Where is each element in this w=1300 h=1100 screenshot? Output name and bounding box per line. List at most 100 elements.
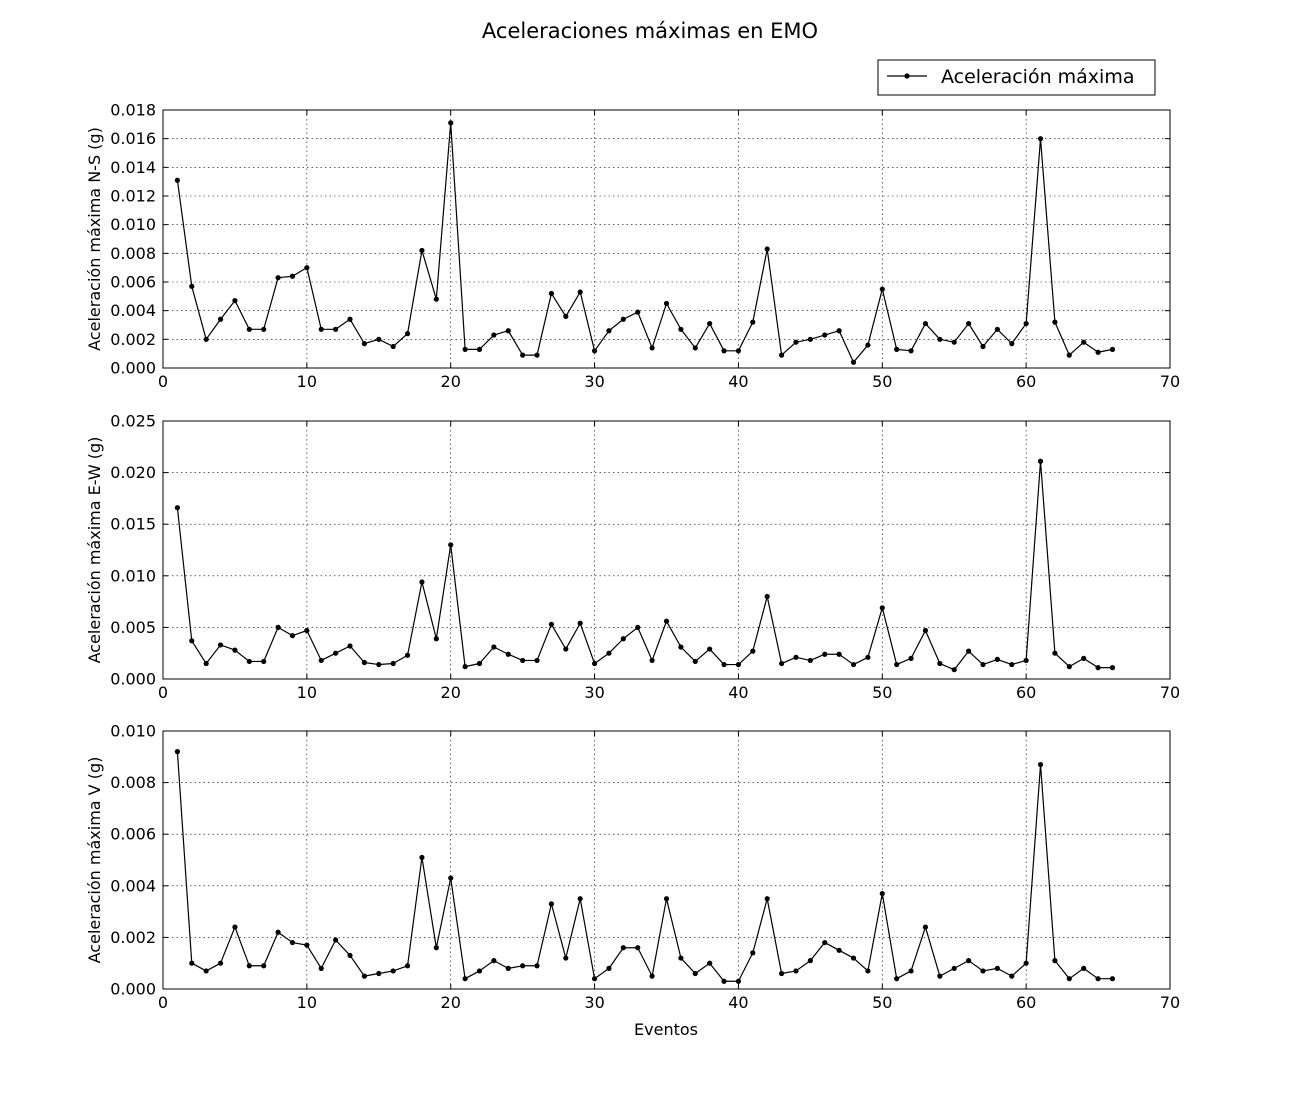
data-point bbox=[462, 664, 468, 670]
y-tick-label: 0.015 bbox=[110, 515, 156, 534]
x-tick-label: 70 bbox=[1160, 372, 1180, 391]
data-point bbox=[476, 968, 483, 974]
data-point bbox=[404, 331, 411, 337]
data-point bbox=[793, 968, 799, 974]
data-point bbox=[850, 955, 857, 961]
data-point bbox=[347, 952, 353, 959]
data-point bbox=[462, 346, 468, 352]
data-point bbox=[491, 644, 497, 650]
data-point bbox=[203, 336, 209, 342]
data-point bbox=[390, 343, 396, 350]
x-tick-label: 0 bbox=[158, 683, 168, 702]
data-point bbox=[692, 345, 698, 351]
x-tick-label: 50 bbox=[872, 683, 892, 702]
data-point bbox=[764, 593, 770, 600]
data-point bbox=[807, 336, 813, 342]
x-tick-label: 0 bbox=[158, 372, 168, 391]
data-point bbox=[404, 652, 411, 658]
data-point bbox=[980, 661, 986, 668]
data-point bbox=[1023, 320, 1029, 327]
data-point bbox=[707, 646, 713, 652]
data-point bbox=[333, 326, 339, 332]
data-point bbox=[333, 937, 339, 943]
data-point bbox=[520, 352, 526, 358]
data-point bbox=[1109, 665, 1116, 671]
data-point bbox=[404, 963, 411, 969]
data-point bbox=[735, 978, 742, 984]
data-point bbox=[1052, 319, 1058, 325]
data-point bbox=[951, 339, 957, 345]
data-point bbox=[764, 246, 770, 252]
data-point bbox=[750, 319, 756, 325]
data-point bbox=[1037, 761, 1044, 768]
x-tick-label: 30 bbox=[584, 683, 604, 702]
y-tick-label: 0.002 bbox=[110, 928, 156, 947]
data-point bbox=[505, 651, 511, 657]
data-point bbox=[937, 973, 943, 979]
y-tick-label: 0.010 bbox=[110, 215, 156, 234]
data-point bbox=[994, 965, 1000, 971]
data-point bbox=[419, 579, 425, 585]
data-point bbox=[347, 316, 353, 322]
data-point bbox=[707, 960, 713, 966]
data-point bbox=[778, 660, 785, 667]
y-tick-label: 0.002 bbox=[110, 330, 156, 349]
data-point bbox=[448, 120, 454, 126]
y-tick-label: 0.016 bbox=[110, 129, 156, 148]
data-point bbox=[721, 348, 727, 354]
y-tick-label: 0.000 bbox=[110, 670, 156, 689]
data-point bbox=[822, 332, 828, 338]
x-tick-label: 70 bbox=[1160, 993, 1180, 1012]
data-point bbox=[692, 658, 698, 665]
data-point bbox=[304, 942, 310, 948]
subplot-1: 0 10 20 30 40 50 60 70 0.000 0.002 0.004 0.006 0.008… bbox=[85, 101, 1180, 392]
data-point bbox=[1109, 976, 1116, 982]
data-point bbox=[922, 924, 929, 930]
data-point bbox=[620, 316, 626, 322]
data-point bbox=[1052, 958, 1058, 964]
data-point bbox=[376, 661, 382, 668]
data-point bbox=[534, 352, 540, 358]
data-point bbox=[1109, 346, 1116, 352]
data-point bbox=[1066, 976, 1072, 982]
data-point bbox=[620, 945, 626, 951]
data-point bbox=[649, 345, 655, 351]
data-point bbox=[865, 968, 871, 974]
data-point bbox=[908, 348, 914, 354]
data-point bbox=[922, 627, 929, 634]
subplot-2: 0 10 20 30 40 50 60 70 0.000 0.005 0.010 0.015 0.020… bbox=[85, 412, 1180, 703]
data-point bbox=[635, 945, 641, 951]
y-tick-label: 0.008 bbox=[110, 773, 156, 792]
data-point bbox=[750, 950, 756, 956]
data-point bbox=[980, 968, 986, 974]
data-point bbox=[735, 348, 742, 354]
data-point bbox=[419, 247, 425, 254]
y-axis-label: Aceleración máxima V (g) bbox=[85, 757, 104, 964]
data-point bbox=[189, 960, 195, 966]
data-point bbox=[174, 505, 180, 511]
data-point bbox=[778, 970, 785, 977]
data-point bbox=[591, 348, 598, 354]
legend-frame bbox=[877, 59, 1156, 96]
y-tick-label: 0.010 bbox=[110, 566, 156, 585]
data-point bbox=[1009, 341, 1015, 347]
data-point bbox=[275, 624, 281, 631]
data-point bbox=[879, 286, 885, 292]
data-point bbox=[289, 939, 296, 946]
data-point bbox=[390, 660, 396, 667]
data-point bbox=[563, 313, 569, 319]
chart-title: Aceleraciones máximas en EMO bbox=[482, 19, 818, 43]
y-axis-label: Aceleración máxima E-W (g) bbox=[85, 437, 104, 664]
data-point bbox=[836, 328, 842, 334]
data-point bbox=[289, 273, 296, 279]
data-point bbox=[894, 976, 900, 982]
data-point bbox=[750, 648, 756, 654]
data-point bbox=[922, 320, 929, 327]
data-point bbox=[807, 958, 813, 964]
data-point bbox=[951, 667, 957, 673]
x-tick-label: 20 bbox=[441, 372, 461, 391]
data-point bbox=[1066, 664, 1072, 670]
data-point bbox=[361, 973, 367, 979]
data-point bbox=[635, 309, 641, 315]
data-point bbox=[505, 965, 511, 971]
